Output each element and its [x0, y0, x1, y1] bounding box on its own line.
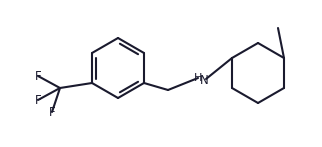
- Text: N: N: [200, 74, 208, 86]
- Text: F: F: [35, 70, 41, 82]
- Text: H: H: [194, 73, 202, 83]
- Text: F: F: [49, 106, 55, 118]
- Text: F: F: [35, 93, 41, 106]
